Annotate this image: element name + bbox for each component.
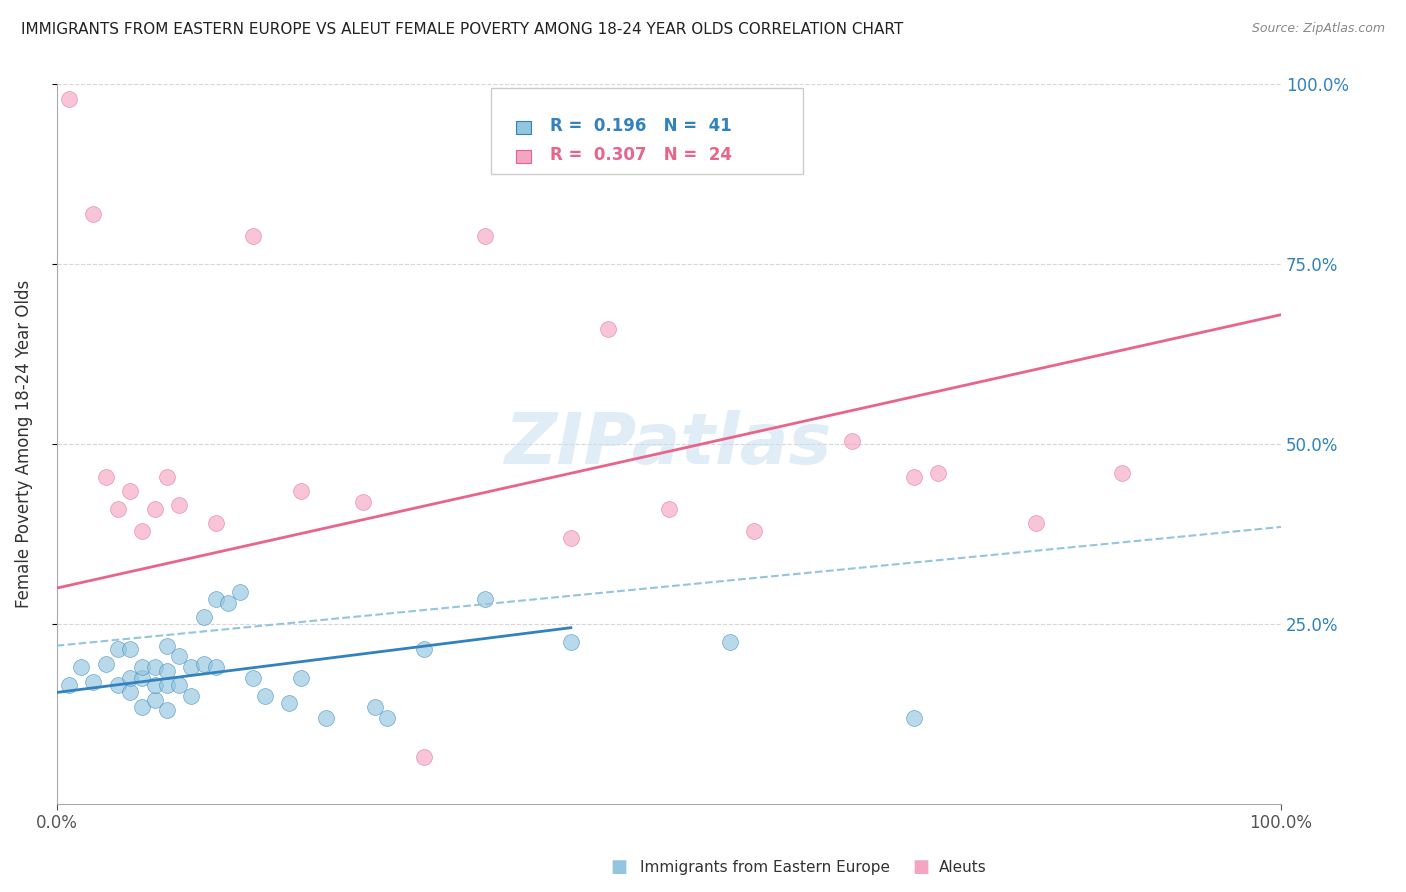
Point: [1111, 466, 1133, 480]
Point: [658, 502, 681, 516]
Point: [131, 671, 153, 685]
Text: ■: ■: [912, 858, 929, 876]
Point: [58, 92, 80, 106]
Point: [1025, 516, 1047, 531]
Text: Source: ZipAtlas.com: Source: ZipAtlas.com: [1251, 22, 1385, 36]
FancyBboxPatch shape: [516, 150, 531, 163]
Point: [204, 591, 226, 606]
Point: [375, 711, 398, 725]
Text: Aleuts: Aleuts: [939, 860, 987, 874]
Point: [120, 685, 142, 699]
Point: [131, 660, 153, 674]
Point: [474, 591, 496, 606]
Point: [290, 483, 312, 498]
Point: [242, 671, 264, 685]
Text: R =  0.196   N =  41: R = 0.196 N = 41: [550, 117, 731, 136]
Point: [94, 657, 117, 671]
Text: Immigrants from Eastern Europe: Immigrants from Eastern Europe: [640, 860, 890, 874]
Point: [70, 660, 93, 674]
Point: [94, 469, 117, 483]
Point: [180, 689, 202, 703]
Point: [82, 207, 104, 221]
Point: [143, 678, 166, 692]
Point: [744, 524, 766, 538]
Point: [180, 660, 202, 674]
Point: [143, 502, 166, 516]
Point: [242, 228, 264, 243]
Point: [841, 434, 863, 448]
Point: [560, 635, 582, 649]
Point: [315, 711, 337, 725]
Text: ZIPatlas: ZIPatlas: [505, 409, 832, 479]
Point: [156, 678, 179, 692]
Point: [217, 595, 239, 609]
Y-axis label: Female Poverty Among 18-24 Year Olds: Female Poverty Among 18-24 Year Olds: [15, 280, 32, 608]
Text: IMMIGRANTS FROM EASTERN EUROPE VS ALEUT FEMALE POVERTY AMONG 18-24 YEAR OLDS COR: IMMIGRANTS FROM EASTERN EUROPE VS ALEUT …: [21, 22, 903, 37]
Point: [413, 750, 436, 764]
Point: [193, 610, 215, 624]
Point: [560, 531, 582, 545]
Point: [474, 228, 496, 243]
Point: [156, 703, 179, 717]
Point: [167, 649, 190, 664]
Point: [903, 469, 925, 483]
Point: [167, 499, 190, 513]
Text: R =  0.307   N =  24: R = 0.307 N = 24: [550, 146, 733, 164]
FancyBboxPatch shape: [491, 88, 803, 174]
Point: [156, 639, 179, 653]
Point: [204, 660, 226, 674]
Point: [120, 642, 142, 657]
Point: [131, 524, 153, 538]
Point: [107, 502, 129, 516]
Point: [107, 678, 129, 692]
Point: [82, 674, 104, 689]
Point: [193, 657, 215, 671]
Point: [58, 678, 80, 692]
Point: [204, 516, 226, 531]
Point: [156, 469, 179, 483]
Point: [352, 495, 374, 509]
Text: ■: ■: [610, 858, 627, 876]
FancyBboxPatch shape: [516, 121, 531, 134]
Point: [253, 689, 276, 703]
Point: [413, 642, 436, 657]
Point: [131, 699, 153, 714]
Point: [278, 696, 301, 710]
Point: [290, 671, 312, 685]
Point: [718, 635, 741, 649]
Point: [167, 678, 190, 692]
Point: [120, 671, 142, 685]
Point: [107, 642, 129, 657]
Point: [229, 584, 252, 599]
Point: [364, 699, 387, 714]
Point: [143, 660, 166, 674]
Point: [903, 711, 925, 725]
Point: [156, 664, 179, 678]
Point: [143, 692, 166, 706]
Point: [120, 483, 142, 498]
Point: [596, 322, 619, 336]
Point: [927, 466, 949, 480]
